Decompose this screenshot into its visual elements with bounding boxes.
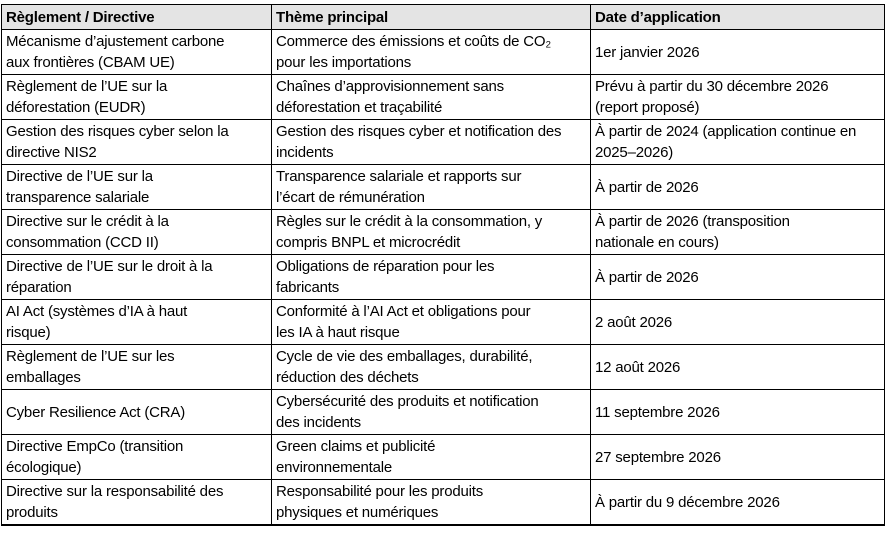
table-row: Directive de l’UE sur le droit à la répa… (1, 254, 885, 300)
regulations-table-container: Règlement / Directive Thème principal Da… (1, 4, 885, 526)
cell-theme: Chaînes d’approvisionnement sans défores… (271, 74, 591, 120)
cell-date: À partir de 2026 (590, 254, 885, 300)
column-header-regulation: Règlement / Directive (1, 4, 272, 30)
cell-regulation: AI Act (systèmes d’IA à haut risque) (1, 299, 272, 345)
cell-regulation: Directive de l’UE sur le droit à la répa… (1, 254, 272, 300)
cell-date: 27 septembre 2026 (590, 434, 885, 480)
cell-date: 2 août 2026 (590, 299, 885, 345)
cell-date: 11 septembre 2026 (590, 389, 885, 435)
cell-regulation: Gestion des risques cyber selon la direc… (1, 119, 272, 165)
table-row: Règlement de l’UE sur les emballages Cycl… (1, 344, 885, 390)
cell-theme: Cybersécurité des produits et notificati… (271, 389, 591, 435)
cell-regulation: Directive de l’UE sur la transparence sa… (1, 164, 272, 210)
cell-regulation: Règlement de l’UE sur la déforestation (… (1, 74, 272, 120)
table-row: Directive EmpCo (transition écologique) G… (1, 434, 885, 480)
table-row: Directive sur le crédit à la consommatio… (1, 209, 885, 255)
cell-date: 1er janvier 2026 (590, 29, 885, 75)
cell-regulation: Mécanisme d’ajustement carbone aux front… (1, 29, 272, 75)
cell-theme: Gestion des risques cyber et notificatio… (271, 119, 591, 165)
cell-date: À partir de 2026 (590, 164, 885, 210)
cell-theme: Conformité à l’AI Act et obligations pou… (271, 299, 591, 345)
table-row: Cyber Resilience Act (CRA) Cybersécurité … (1, 389, 885, 435)
cell-date: À partir du 9 décembre 2026 (590, 479, 885, 526)
regulations-table: Règlement / Directive Thème principal Da… (1, 4, 885, 526)
table-row: Directive sur la responsabilité des prod… (1, 479, 885, 526)
cell-date: 12 août 2026 (590, 344, 885, 390)
table-row: Mécanisme d’ajustement carbone aux front… (1, 29, 885, 75)
cell-theme: Transparence salariale et rapports sur l… (271, 164, 591, 210)
table-body: Mécanisme d’ajustement carbone aux front… (1, 29, 885, 526)
table-row: Directive de l’UE sur la transparence sa… (1, 164, 885, 210)
cell-date: À partir de 2026 (transposition national… (590, 209, 885, 255)
table-row: Gestion des risques cyber selon la direc… (1, 119, 885, 165)
cell-regulation: Directive EmpCo (transition écologique) (1, 434, 272, 480)
cell-regulation: Directive sur le crédit à la consommatio… (1, 209, 272, 255)
cell-theme: Obligations de réparation pour les fabri… (271, 254, 591, 300)
column-header-date: Date d’application (590, 4, 885, 30)
table-row: Règlement de l’UE sur la déforestation (… (1, 74, 885, 120)
column-header-theme: Thème principal (271, 4, 591, 30)
cell-date: À partir de 2024 (application continue e… (590, 119, 885, 165)
cell-theme: Cycle de vie des emballages, durabilité,… (271, 344, 591, 390)
cell-theme: Commerce des émissions et coûts de CO₂ p… (271, 29, 591, 75)
cell-regulation: Directive sur la responsabilité des prod… (1, 479, 272, 526)
cell-date: Prévu à partir du 30 décembre 2026 (repo… (590, 74, 885, 120)
cell-regulation: Cyber Resilience Act (CRA) (1, 389, 272, 435)
cell-regulation: Règlement de l’UE sur les emballages (1, 344, 272, 390)
cell-theme: Règles sur le crédit à la consommation, … (271, 209, 591, 255)
table-header: Règlement / Directive Thème principal Da… (1, 4, 885, 30)
cell-theme: Responsabilité pour les produits physiqu… (271, 479, 591, 526)
table-row: AI Act (systèmes d’IA à haut risque) Conf… (1, 299, 885, 345)
header-row: Règlement / Directive Thème principal Da… (1, 4, 885, 30)
cell-theme: Green claims et publicité environnementa… (271, 434, 591, 480)
